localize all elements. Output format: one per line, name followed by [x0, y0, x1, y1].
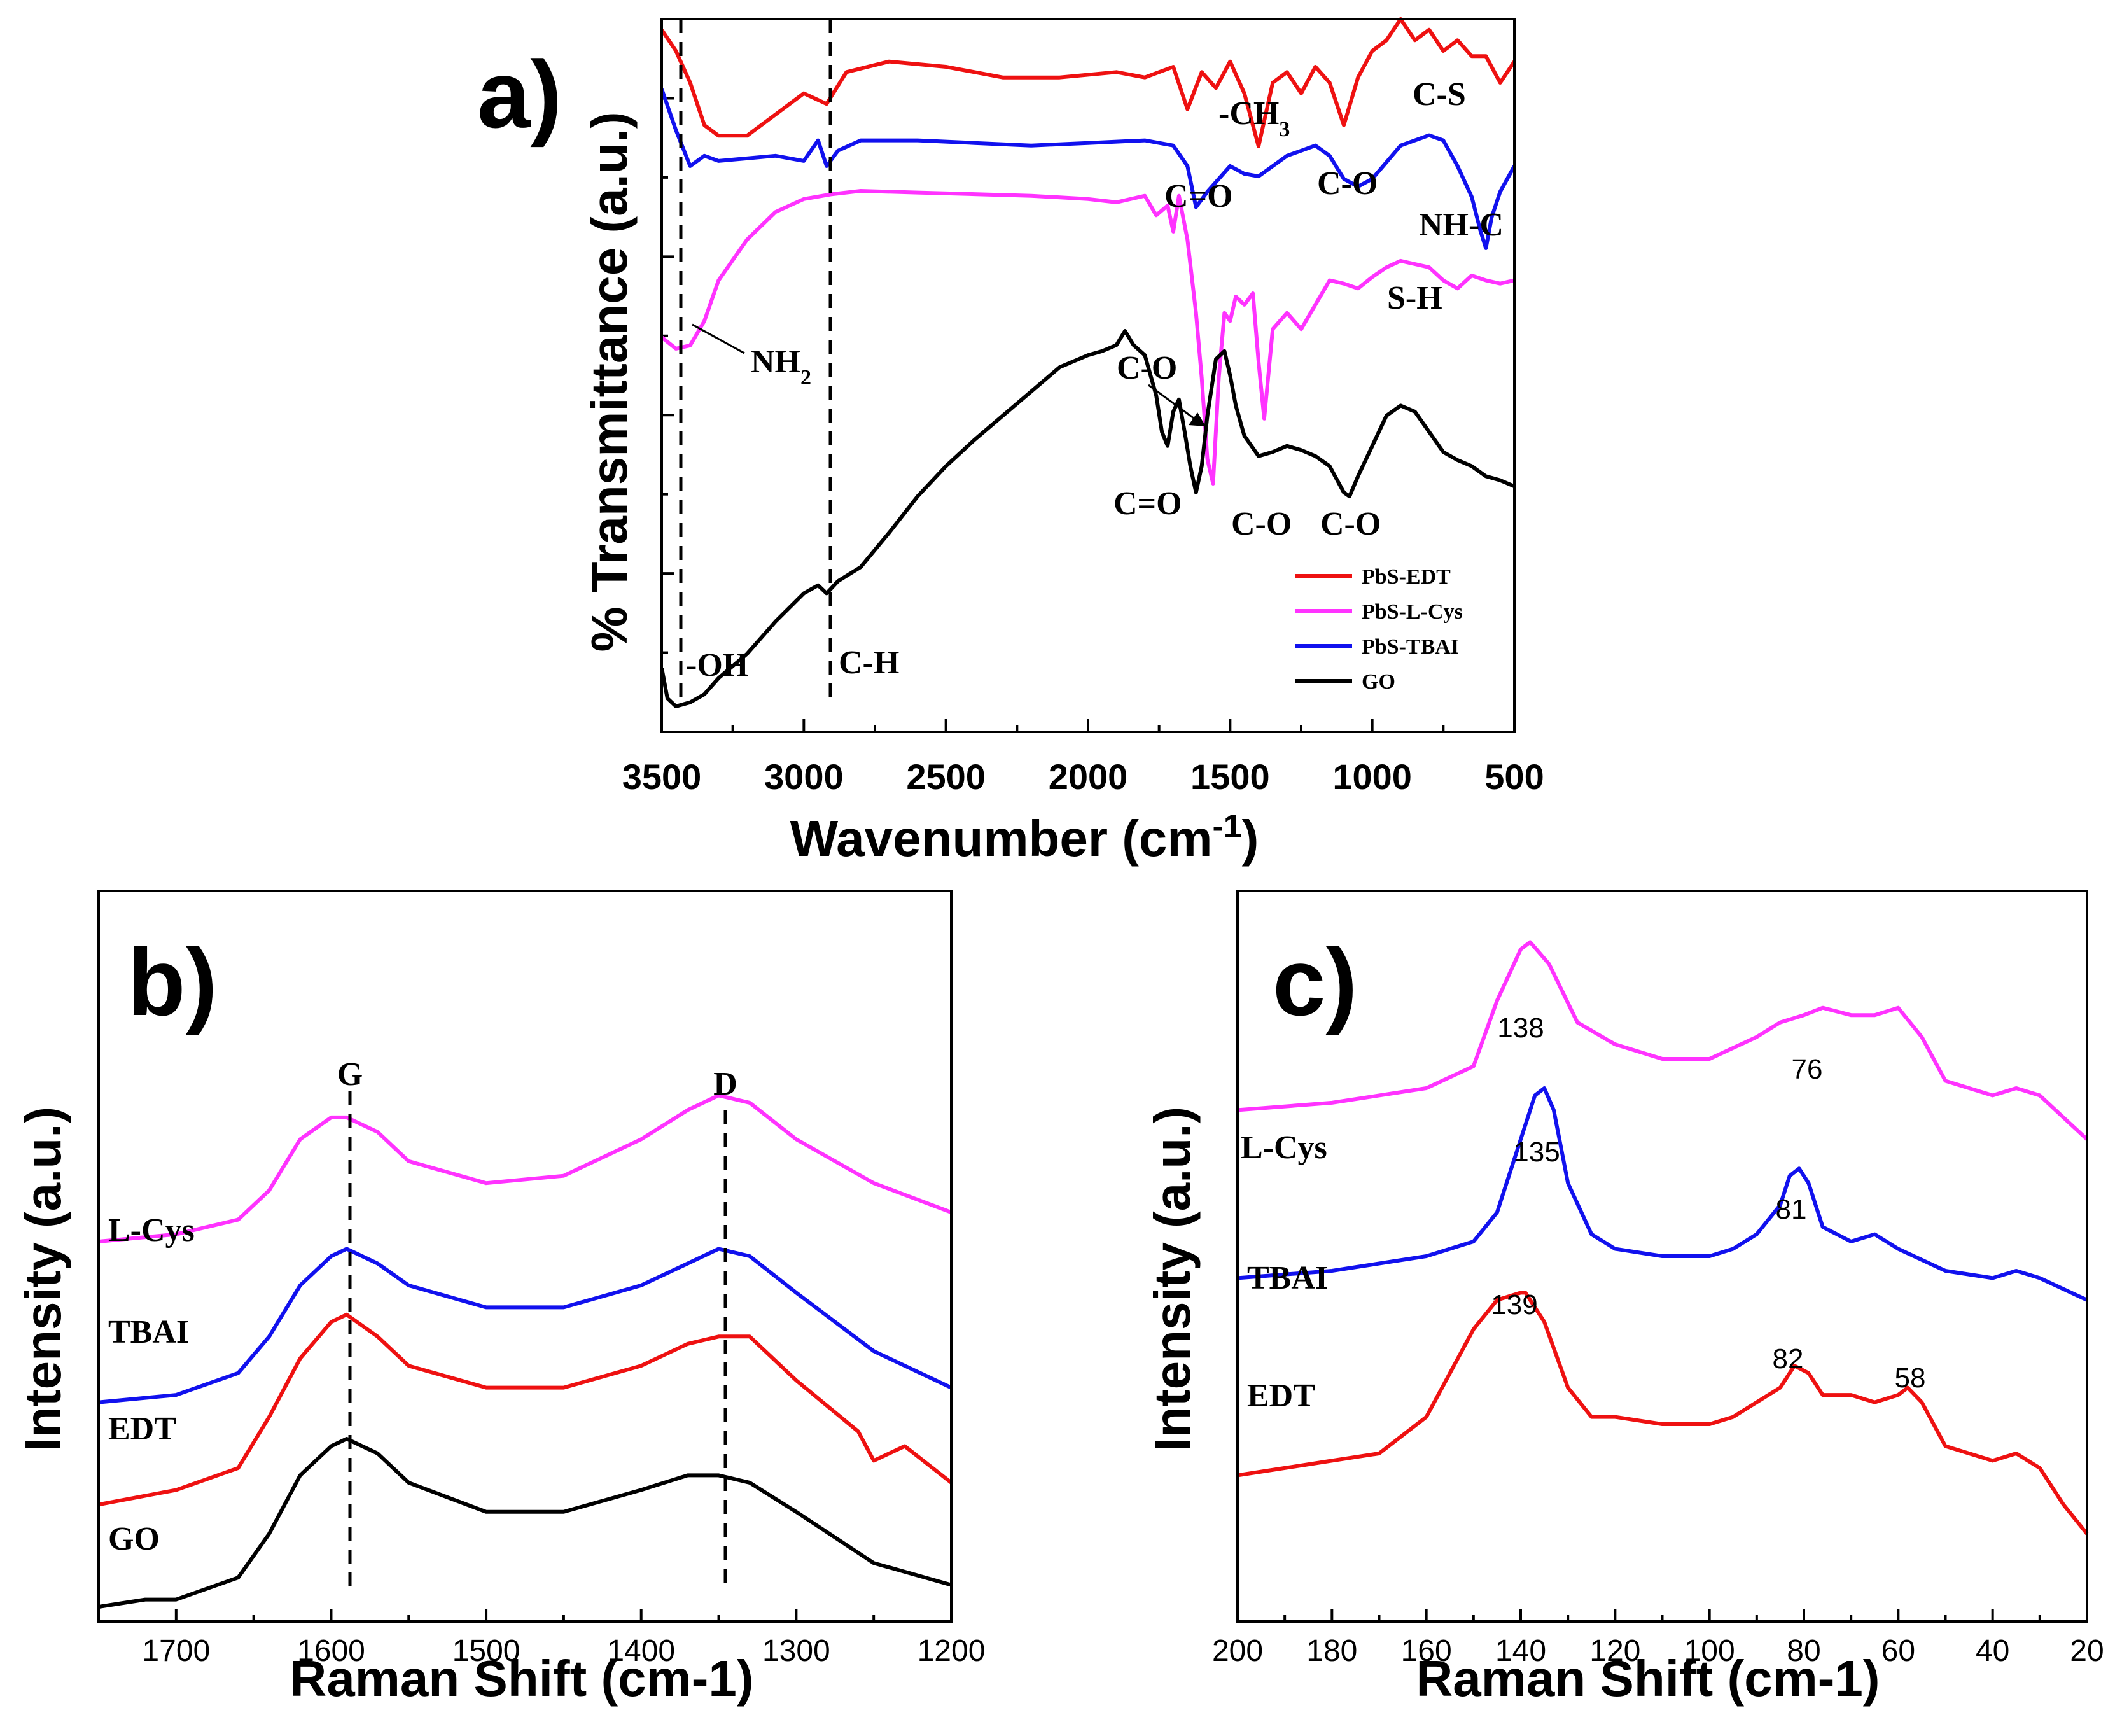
series-label-b-lcys: L-Cys [108, 1212, 195, 1249]
panel-c-xlabel: Raman Shift (cm-1) [1416, 1650, 1880, 1707]
x-tick-label-160: 160 [1401, 1634, 1452, 1668]
panel-b-series [98, 1093, 953, 1609]
series-line-c-tbai [1237, 1086, 2088, 1302]
series-line-a-pbs-edt [660, 17, 1516, 148]
panel-c-series [1237, 940, 2089, 1536]
ann-co-black-1: C=O [1113, 486, 1182, 522]
panel-a-frame [660, 18, 1516, 733]
x-tick-label-1300: 1300 [762, 1634, 830, 1668]
peak-label-t-81: 81 [1776, 1194, 1807, 1225]
panel-c-ylabel: Intensity (a.u.) [1144, 1107, 1201, 1452]
series-line-b-tbai [98, 1247, 953, 1404]
series-label-c-tbai: TBAI [1247, 1260, 1328, 1296]
peak-label-e-82: 82 [1773, 1343, 1804, 1375]
panel-a-ylabel: % Transmittance (a.u.) [581, 111, 638, 652]
x-tick-label-80: 80 [1787, 1634, 1820, 1668]
x-tick-label-40: 40 [1976, 1634, 2009, 1668]
series-line-a-pbs-tbai [660, 88, 1516, 250]
ann-sh: S-H [1387, 280, 1442, 316]
x-tick-label-1500: 1500 [452, 1634, 520, 1668]
panel-b-x-ticks: 1700 1600 1500 1400 1300 1200 [142, 1609, 985, 1668]
x-tick-label-180: 180 [1306, 1634, 1357, 1668]
ann-co-arrow: C-O [1117, 350, 1177, 386]
x-tick-label-1000: 1000 [1332, 757, 1412, 797]
legend-lcys: PbS-L-Cys [1362, 600, 1463, 624]
x-tick-label-1600: 1600 [297, 1634, 365, 1668]
panel-a-xlabel: Wavenumber (cm-1) [790, 808, 1259, 867]
series-line-c-edt [1237, 1291, 2089, 1536]
x-tick-label-20: 20 [2070, 1634, 2104, 1668]
ann-nhc: NH-C [1419, 207, 1504, 243]
ann-co-blue-1: C=O [1164, 178, 1233, 214]
x-tick-label-1700: 1700 [142, 1634, 210, 1668]
panel-b: b) Intensity (a.u.) Raman Shift (cm-1) 1… [15, 890, 985, 1707]
series-line-a-pbs-l-cys [660, 189, 1515, 486]
series-line-b-edt [98, 1312, 953, 1507]
panel-a-y-ticks [662, 18, 674, 733]
x-tick-label-120: 120 [1589, 1634, 1640, 1668]
x-tick-label-3000: 3000 [764, 757, 844, 797]
ann-co-black-2: C-O [1231, 506, 1292, 542]
panel-c-x-ticks: 200 180 160 140 120 100 80 60 40 20 [1212, 1609, 2104, 1668]
series-line-b-l-cys [98, 1093, 953, 1243]
ann-co-black-3: C-O [1320, 506, 1381, 542]
x-tick-label-1400: 1400 [607, 1634, 675, 1668]
x-tick-label-140: 140 [1495, 1634, 1546, 1668]
peak-label-t-135: 135 [1513, 1137, 1560, 1168]
series-label-b-go: GO [108, 1521, 160, 1557]
x-tick-label-2000: 2000 [1049, 757, 1128, 797]
label-g: G [337, 1056, 363, 1093]
x-tick-label-1200: 1200 [918, 1634, 986, 1668]
series-label-b-tbai: TBAI [108, 1314, 189, 1350]
panel-a: a) % Transmittance (a.u.) Wavenumber (cm… [477, 17, 1544, 867]
ann-oh: -OH [686, 647, 748, 683]
series-label-c-lcys: L-Cys [1241, 1130, 1327, 1166]
series-line-c-l-cys [1237, 940, 2089, 1141]
panel-c: c) Intensity (a.u.) Raman Shift (cm-1) 2… [1144, 890, 2104, 1707]
x-tick-label-2500: 2500 [906, 757, 986, 797]
panel-b-xlabel: Raman Shift (cm-1) [290, 1650, 754, 1707]
peak-label-e-58: 58 [1895, 1362, 1926, 1394]
series-label-b-edt: EDT [108, 1411, 176, 1447]
panel-a-legend: PbS-EDT PbS-L-Cys PbS-TBAI GO [1295, 565, 1463, 694]
peak-label-l-76: 76 [1792, 1054, 1823, 1085]
peak-label-e-139: 139 [1491, 1289, 1537, 1320]
legend-go: GO [1362, 670, 1395, 694]
ann-nh2-leader [692, 323, 745, 354]
legend-tbai: PbS-TBAI [1362, 635, 1459, 659]
label-d: D [713, 1066, 737, 1102]
legend-edt: PbS-EDT [1362, 565, 1451, 589]
x-tick-label-60: 60 [1881, 1634, 1915, 1668]
panel-a-x-ticks: 3500 3000 2500 2000 1500 1000 500 [622, 719, 1544, 797]
panel-b-frame [97, 890, 953, 1623]
ann-co-arrow-line [1148, 384, 1197, 421]
ann-ch3: -CH3 [1218, 95, 1290, 141]
panel-b-label: b) [127, 928, 218, 1035]
ann-ch: C-H [839, 645, 899, 681]
panel-b-ylabel: Intensity (a.u.) [15, 1107, 71, 1452]
series-line-b-go [98, 1437, 952, 1609]
ann-cs: C-S [1413, 76, 1466, 113]
panel-c-frame [1236, 890, 2088, 1623]
panel-a-label: a) [477, 41, 562, 148]
x-tick-label-200: 200 [1212, 1634, 1263, 1668]
x-tick-label-1500: 1500 [1190, 757, 1270, 797]
x-tick-label-500: 500 [1484, 757, 1544, 797]
peak-label-l-138: 138 [1497, 1012, 1544, 1044]
panel-c-label: c) [1273, 928, 1357, 1035]
ann-co-arrow-head [1189, 412, 1206, 426]
x-tick-label-100: 100 [1684, 1634, 1735, 1668]
series-label-c-edt: EDT [1247, 1378, 1315, 1414]
ann-nh2: NH2 [751, 344, 811, 389]
ann-co-blue-2: C-O [1317, 165, 1378, 202]
series-line-a-go [660, 329, 1516, 708]
x-tick-label-3500: 3500 [622, 757, 702, 797]
panel-a-series [660, 17, 1516, 708]
